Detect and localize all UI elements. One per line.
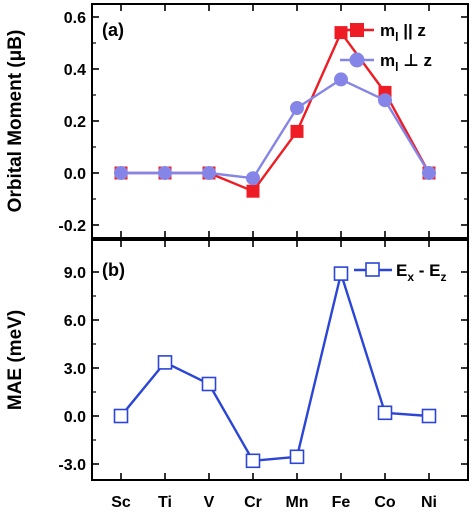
legend-marker-ml-perp-z	[349, 52, 365, 68]
panel-b-legend: Ex - Ez	[354, 261, 446, 284]
panel-a-plot-area	[114, 26, 436, 198]
data-point-ex-ez-cr	[245, 453, 261, 469]
data-point-ex-ez-sc	[113, 408, 129, 424]
panel-b-ytick-label: -3.0	[58, 457, 86, 474]
x-tick-label-ni: Ni	[421, 494, 437, 511]
panel-a-ytick-label: 0.6	[64, 10, 86, 27]
panel-a-label: (a)	[102, 20, 124, 40]
panel-b-ytick-label: 3.0	[64, 361, 86, 378]
x-tick-label-mn: Mn	[285, 494, 308, 511]
panel-b-ylabel: MAE (meV)	[5, 310, 26, 410]
data-point-ml-z-v	[202, 166, 216, 180]
data-point-ml-z-cr	[246, 171, 260, 186]
legend-item-ml-perp-z: ml ⊥ z	[340, 51, 432, 74]
panel-b: (b) MAE (meV) 9.0 6.0 3.0 0.0 -3.0 Ex - Ez	[5, 239, 469, 481]
legend-label-ml-parallel-z: ml || z	[380, 21, 426, 44]
data-point-ml-z-fe	[334, 72, 348, 87]
data-point-ml-z-mn	[290, 124, 304, 138]
data-point-ml-z-co	[378, 93, 392, 108]
series-line-ml-z	[121, 78, 431, 180]
panel-a-ytick-label: -0.2	[58, 218, 86, 235]
data-point-ex-ez-mn	[289, 449, 305, 465]
panel-b-plot-area	[113, 266, 437, 469]
data-point-ex-ez-ti	[157, 355, 173, 370]
panel-a-ytick-label: 0.4	[64, 62, 86, 79]
legend-label-ex-ez: Ex - Ez	[396, 261, 446, 284]
panel-b-ytick-label: 9.0	[64, 265, 86, 282]
panel-a-ytick-label: 0.0	[64, 166, 86, 183]
panel-a-ytick-label: 0.2	[64, 114, 86, 131]
panel-b-y-axis: 9.0 6.0 3.0 0.0 -3.0	[58, 240, 468, 480]
data-point-ex-ez-co	[377, 405, 393, 421]
legend-item-ml-parallel-z: ml || z	[340, 21, 426, 44]
x-tick-label-ti: Ti	[158, 494, 172, 511]
data-point-ml-z-cr	[246, 184, 260, 198]
data-point-ex-ez-v	[201, 376, 217, 392]
data-point-ex-ez-ni	[421, 408, 437, 424]
x-tick-label-fe: Fe	[332, 494, 351, 511]
legend-marker-ml-parallel-z	[350, 23, 364, 37]
legend-item-ex-ez: Ex - Ez	[354, 261, 446, 284]
data-point-ml-z-ti	[158, 166, 172, 180]
x-tick-label-v: V	[204, 494, 215, 511]
data-point-ml-z-mn	[290, 101, 304, 115]
x-axis-labels: Sc Ti V Cr Mn Fe Co Ni	[111, 494, 437, 511]
data-point-ml-z-fe	[334, 26, 348, 40]
x-tick-label-sc: Sc	[111, 494, 131, 511]
data-point-ml-z-sc	[114, 166, 128, 180]
series-line-ex-ez	[120, 272, 430, 462]
data-point-ex-ez-fe	[333, 266, 349, 281]
panel-b-label: (b)	[102, 260, 125, 280]
x-tick-label-co: Co	[374, 494, 396, 511]
panel-a-legend: ml || z ml ⊥ z	[340, 21, 432, 74]
panel-a-y-axis: 0.6 0.4 0.2 0.0 -0.2	[58, 4, 468, 238]
panel-a-ylabel: Orbital Moment (μB)	[5, 30, 26, 213]
x-tick-label-cr: Cr	[244, 494, 262, 511]
legend-marker-ex-ez	[365, 262, 380, 277]
panel-b-frame	[91, 239, 469, 481]
panel-a: (a) Orbital Moment (μB) 0.6 0.4 0.2 0.0 -0.2…	[5, 3, 469, 239]
panel-b-ytick-label: 6.0	[64, 313, 86, 330]
legend-label-ml-perp-z: ml ⊥ z	[380, 51, 432, 74]
panel-b-ytick-label: 0.0	[64, 409, 86, 426]
data-point-ml-z-ni	[422, 166, 436, 180]
